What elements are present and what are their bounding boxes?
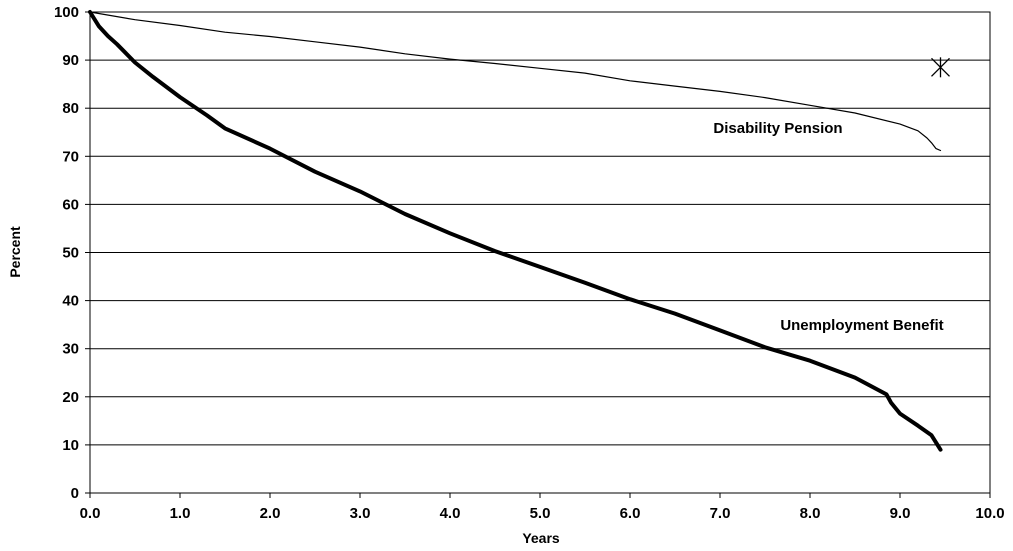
series-lines	[88, 10, 943, 452]
y-tick-label: 30	[62, 341, 79, 358]
series-line-disability-pension	[89, 11, 942, 152]
y-tick-label: 50	[62, 245, 79, 262]
y-tick-label: 20	[62, 389, 79, 406]
x-tick-label: 1.0	[170, 505, 191, 522]
x-tick-label: 6.0	[620, 505, 641, 522]
series-line-unemployment-benefit	[88, 10, 943, 452]
x-tick-label: 9.0	[890, 505, 911, 522]
x-tick-label: 0.0	[80, 505, 101, 522]
x-tick-label: 7.0	[710, 505, 731, 522]
grid-lines	[90, 11, 990, 446]
y-tick-label: 70	[62, 148, 79, 165]
asterisk-marker	[931, 57, 950, 78]
series-label-unemployment-benefit: Unemployment Benefit	[780, 317, 943, 334]
y-tick-label: 100	[54, 4, 79, 21]
x-tick-label: 5.0	[530, 505, 551, 522]
series-label-disability-pension: Disability Pension	[713, 120, 842, 137]
y-axis-title: Percent	[7, 226, 23, 278]
y-tick-label: 10	[62, 437, 79, 454]
y-tick-label: 40	[62, 293, 79, 310]
axes: 0 10 20 30 40 50 60 70 80 90 100 0.0 1.0 2.0 3.0 4.0 5.0…	[54, 4, 1005, 522]
y-tick-label: 80	[62, 100, 79, 117]
y-tick-label: 60	[62, 196, 79, 213]
y-tick-label: 0	[71, 485, 79, 502]
y-tick-label: 90	[62, 52, 79, 69]
marker-layer	[931, 57, 950, 78]
x-tick-label: 4.0	[440, 505, 461, 522]
x-tick-label: 2.0	[260, 505, 281, 522]
x-tick-label: 3.0	[350, 505, 371, 522]
x-axis-title: Years	[522, 530, 560, 546]
x-tick-label: 8.0	[800, 505, 821, 522]
x-tick-label: 10.0	[975, 505, 1004, 522]
